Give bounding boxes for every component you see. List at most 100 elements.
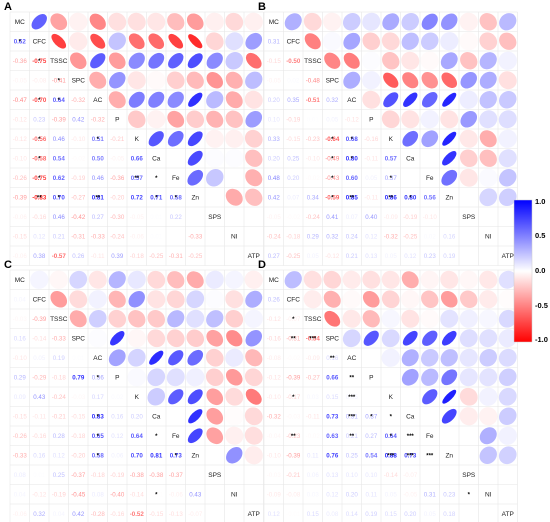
correlation-ellipse [440,270,459,289]
coefficient-label: 0.42 [72,511,85,518]
correlation-ellipse [225,407,244,426]
correlation-ellipse [498,368,517,387]
correlation-ellipse [479,168,498,187]
correlation-ellipse [206,169,224,187]
variable-label: NI [485,492,492,499]
correlation-ellipse [441,169,458,186]
coefficient-label: -0.19 [71,175,86,182]
colorbar-tick: 0.5 [535,231,545,240]
coefficient-label: 0.37 [365,413,378,420]
variable-label: CFC [33,297,47,304]
correlation-ellipse [422,92,438,108]
coefficient-label: -0.03 [267,472,282,479]
variable-label: SPS [208,472,222,479]
coefficient-label: 0.16 [326,355,339,362]
correlation-ellipse [362,90,381,109]
correlation-ellipse [187,428,203,444]
correlation-ellipse [420,309,439,328]
significance-marker: * [331,195,334,201]
correlation-ellipse [440,290,458,308]
correlation-ellipse [226,330,243,347]
variable-label: P [369,117,373,124]
correlation-ellipse [167,91,184,108]
correlation-ellipse [186,110,205,129]
correlation-ellipse [186,271,204,289]
correlation-ellipse [186,329,205,348]
coefficient-label: 0.37 [385,175,398,182]
panel-d: DMC CFC TSSC SPC AC P K Ca Fe Zn SPS NI ATP 0.26 -0.12… [258,259,518,522]
correlation-ellipse [459,290,478,309]
significance-marker: * [58,98,61,104]
correlation-ellipse [402,330,418,346]
correlation-ellipse [108,32,126,50]
coefficient-label: -0.47 [13,97,28,104]
correlation-ellipse [127,71,146,90]
correlation-ellipse [187,150,203,166]
correlation-ellipse [69,290,88,309]
coefficient-label: -0.01 [286,511,301,518]
correlation-ellipse [148,91,165,108]
correlation-ellipse [206,110,224,128]
correlation-ellipse [128,33,145,50]
coefficient-label: 0.83 [92,413,105,420]
coefficient-label: 0.03 [307,491,320,498]
significance-marker: * [97,434,100,440]
variable-label: Zn [445,453,453,460]
significance-marker: *** [348,414,356,420]
correlation-ellipse [225,387,244,406]
coefficient-label: -0.16 [364,136,379,143]
coefficient-label: -0.12 [267,316,282,323]
coefficient-label: -0.43 [325,175,340,182]
coefficient-label: 0.01 [307,116,320,123]
coefficient-label: 0.81 [150,452,163,459]
variable-label: CFC [33,39,47,46]
correlation-ellipse [499,13,517,31]
coefficient-label: 0.05 [307,253,320,260]
variable-label: K [135,136,140,143]
coefficient-label: 0.48 [268,175,281,182]
correlation-ellipse [147,329,166,348]
correlation-ellipse [166,368,185,387]
coefficient-label: -0.31 [169,253,184,260]
coefficient-label: -0.31 [71,233,86,240]
coefficient-label: 0.86 [385,194,398,201]
correlation-ellipse [168,389,184,405]
correlation-ellipse [88,290,107,309]
correlation-ellipse [89,13,106,30]
coefficient-label: 0.50 [92,155,105,162]
correlation-ellipse [342,12,361,31]
coefficient-label: 0.14 [346,511,359,518]
coefficient-label: -0.24 [306,214,321,221]
coefficient-label: 0.12 [404,253,417,260]
correlation-ellipse [459,329,478,348]
panel-letter: A [4,1,12,13]
correlation-ellipse [244,90,263,109]
coefficient-label: -0.19 [110,472,125,479]
correlation-ellipse [421,13,438,30]
correlation-ellipse [498,446,517,465]
coefficient-label: 0.12 [326,491,339,498]
coefficient-label: -0.05 [267,77,282,84]
variable-label: TSSC [50,58,68,65]
coefficient-label: 0.31 [424,491,437,498]
correlation-ellipse [323,290,341,308]
correlation-ellipse [362,32,381,51]
significance-marker: ** [349,375,354,381]
correlation-ellipse [479,110,498,129]
variable-label: K [389,136,394,143]
correlation-ellipse [402,72,419,89]
coefficient-label: 0.02 [424,233,437,240]
coefficient-label: 0.80 [346,155,359,162]
coefficient-label: -0.14 [130,491,145,498]
correlation-ellipse [459,90,478,109]
coefficient-label: 0.81 [92,194,105,201]
significance-marker: * [409,195,412,201]
correlation-ellipse [244,12,263,31]
coefficient-label: -0.12 [325,253,340,260]
coefficient-label: -0.37 [169,472,184,479]
coefficient-label: 0.28 [53,433,66,440]
coefficient-label: 0.16 [14,335,27,342]
coefficient-label: 0.20 [346,491,359,498]
variable-label: SPC [72,78,86,85]
correlation-ellipse [383,72,399,88]
